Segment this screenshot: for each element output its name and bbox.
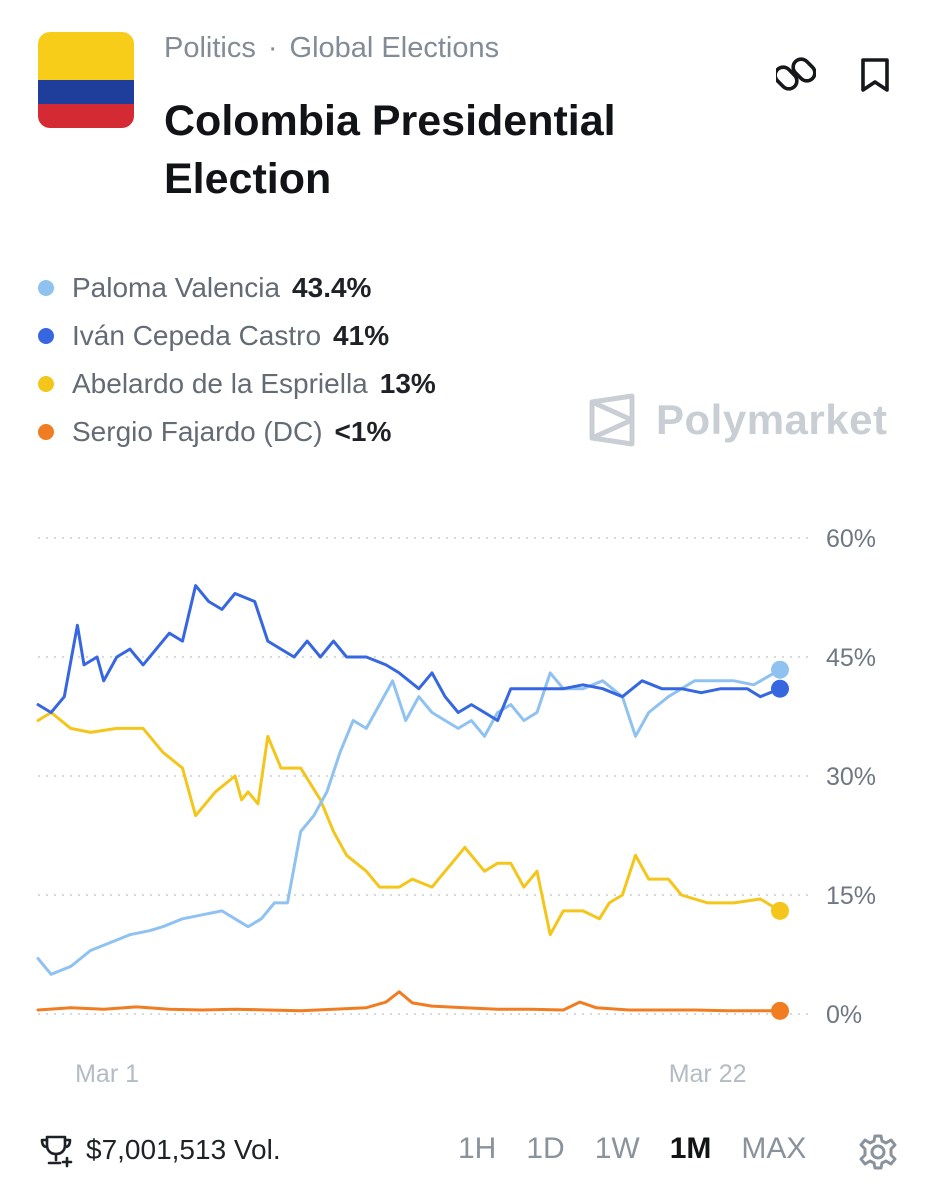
legend-name: Paloma Valencia bbox=[72, 272, 281, 303]
series-endpoint bbox=[771, 660, 789, 679]
y-tick-label: 45% bbox=[826, 644, 876, 672]
volume-value: $7,001,513 Vol. bbox=[86, 1134, 281, 1165]
page-title: Colombia Presidential Election bbox=[164, 97, 616, 203]
x-tick-label: Mar 22 bbox=[669, 1060, 747, 1088]
legend-dot bbox=[38, 376, 54, 392]
flag-stripe-blue bbox=[38, 80, 134, 104]
legend-item: Paloma Valencia 43.4% bbox=[38, 264, 436, 312]
trophy-icon bbox=[40, 1135, 73, 1168]
series-endpoint bbox=[771, 679, 789, 698]
range-1d-button[interactable]: 1D bbox=[526, 1132, 565, 1165]
series-line bbox=[36, 668, 782, 976]
legend-dot bbox=[38, 424, 54, 440]
breadcrumb-separator: · bbox=[267, 32, 278, 64]
flag-stripe-yellow bbox=[38, 32, 134, 80]
legend-percent: 43.4% bbox=[292, 272, 372, 303]
volume: $7,001,513 Vol. bbox=[38, 1132, 281, 1168]
legend-percent: 13% bbox=[379, 368, 436, 399]
chart-settings-button[interactable] bbox=[858, 1132, 898, 1177]
legend-item: Abelardo de la Espriella 13% bbox=[38, 360, 436, 408]
y-tick-label: 30% bbox=[826, 763, 876, 791]
legend-name: Sergio Fajardo (DC) bbox=[72, 416, 323, 447]
bookmark-icon bbox=[861, 58, 889, 92]
range-1m-button[interactable]: 1M bbox=[669, 1132, 712, 1165]
colombia-flag bbox=[38, 32, 134, 128]
gear-icon bbox=[859, 1134, 897, 1170]
price-chart: 0% 15% 30% 45% 60% Mar 1 Mar 22 bbox=[36, 525, 876, 1088]
legend-percent: <1% bbox=[334, 416, 392, 447]
breadcrumb-global-elections[interactable]: Global Elections bbox=[289, 32, 500, 64]
time-range-selector: 1H 1D 1W 1M MAX bbox=[458, 1132, 836, 1166]
legend-name: Iván Cepeda Castro bbox=[72, 320, 322, 351]
legend-item: Sergio Fajardo (DC) <1% bbox=[38, 408, 436, 456]
polymarket-logo-icon bbox=[589, 393, 635, 447]
legend-percent: 41% bbox=[333, 320, 390, 351]
breadcrumb-politics[interactable]: Politics bbox=[164, 32, 256, 64]
range-1w-button[interactable]: 1W bbox=[594, 1132, 640, 1165]
series-endpoint bbox=[771, 901, 789, 920]
x-tick-label: Mar 1 bbox=[75, 1060, 139, 1088]
polymarket-watermark: Polymarket bbox=[586, 392, 887, 448]
series-line bbox=[36, 711, 782, 937]
series-line bbox=[36, 584, 782, 722]
legend-dot bbox=[38, 280, 54, 296]
range-max-button[interactable]: MAX bbox=[741, 1132, 807, 1165]
link-icon bbox=[773, 57, 817, 91]
footer-bar: $7,001,513 Vol. 1H 1D 1W 1M MAX bbox=[0, 1122, 938, 1186]
legend-dot bbox=[38, 328, 54, 344]
share-link-button[interactable] bbox=[773, 54, 817, 96]
y-tick-label: 0% bbox=[826, 1001, 862, 1029]
range-1h-button[interactable]: 1H bbox=[458, 1132, 497, 1165]
watermark-text: Polymarket bbox=[656, 396, 888, 443]
legend: Paloma Valencia 43.4% Iván Cepeda Castro… bbox=[38, 264, 436, 456]
flag-stripe-red bbox=[38, 104, 134, 128]
legend-name: Abelardo de la Espriella bbox=[72, 368, 368, 399]
series-endpoint bbox=[771, 1001, 789, 1020]
series-line bbox=[36, 990, 782, 1013]
y-tick-label: 60% bbox=[826, 525, 876, 553]
bookmark-button[interactable] bbox=[855, 54, 895, 96]
breadcrumb: Politics · Global Elections bbox=[164, 32, 499, 65]
y-tick-label: 15% bbox=[826, 882, 876, 910]
legend-item: Iván Cepeda Castro 41% bbox=[38, 312, 436, 360]
